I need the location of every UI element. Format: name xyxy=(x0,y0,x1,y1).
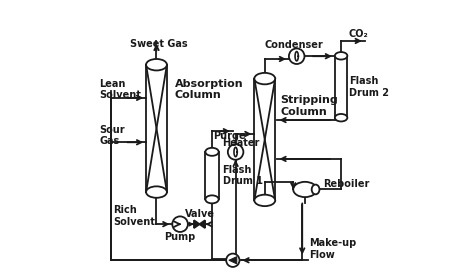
Ellipse shape xyxy=(293,182,317,197)
Text: Flash
Drum 2: Flash Drum 2 xyxy=(349,76,390,98)
Ellipse shape xyxy=(146,186,167,198)
Circle shape xyxy=(228,144,243,160)
Text: Reboiler: Reboiler xyxy=(323,179,369,189)
Polygon shape xyxy=(200,220,205,228)
Ellipse shape xyxy=(335,52,347,59)
Ellipse shape xyxy=(205,148,219,156)
Ellipse shape xyxy=(255,73,275,84)
Text: Stripping
Column: Stripping Column xyxy=(280,95,338,117)
Circle shape xyxy=(173,217,188,232)
Text: Make-up
Flow: Make-up Flow xyxy=(309,238,356,260)
Polygon shape xyxy=(229,257,237,264)
Text: Heater: Heater xyxy=(222,138,259,148)
Text: Rich
Solvent: Rich Solvent xyxy=(113,205,155,227)
Text: Sweet Gas: Sweet Gas xyxy=(130,39,188,49)
Text: Condenser: Condenser xyxy=(264,40,323,50)
Text: Absorption
Column: Absorption Column xyxy=(174,79,243,100)
Ellipse shape xyxy=(312,185,319,194)
Ellipse shape xyxy=(146,59,167,70)
Text: Flash
Drum 1: Flash Drum 1 xyxy=(223,165,263,186)
Ellipse shape xyxy=(255,195,275,206)
Text: Valve: Valve xyxy=(185,209,215,219)
Text: Lean
Solvent: Lean Solvent xyxy=(99,79,141,100)
Text: Sour
Gas: Sour Gas xyxy=(99,124,125,146)
Circle shape xyxy=(226,254,239,267)
Polygon shape xyxy=(194,220,200,228)
Ellipse shape xyxy=(205,195,219,203)
Circle shape xyxy=(289,49,304,64)
Text: CO₂: CO₂ xyxy=(348,29,368,39)
Ellipse shape xyxy=(335,114,347,121)
Text: Purge: Purge xyxy=(213,131,246,141)
Text: Pump: Pump xyxy=(164,232,196,242)
